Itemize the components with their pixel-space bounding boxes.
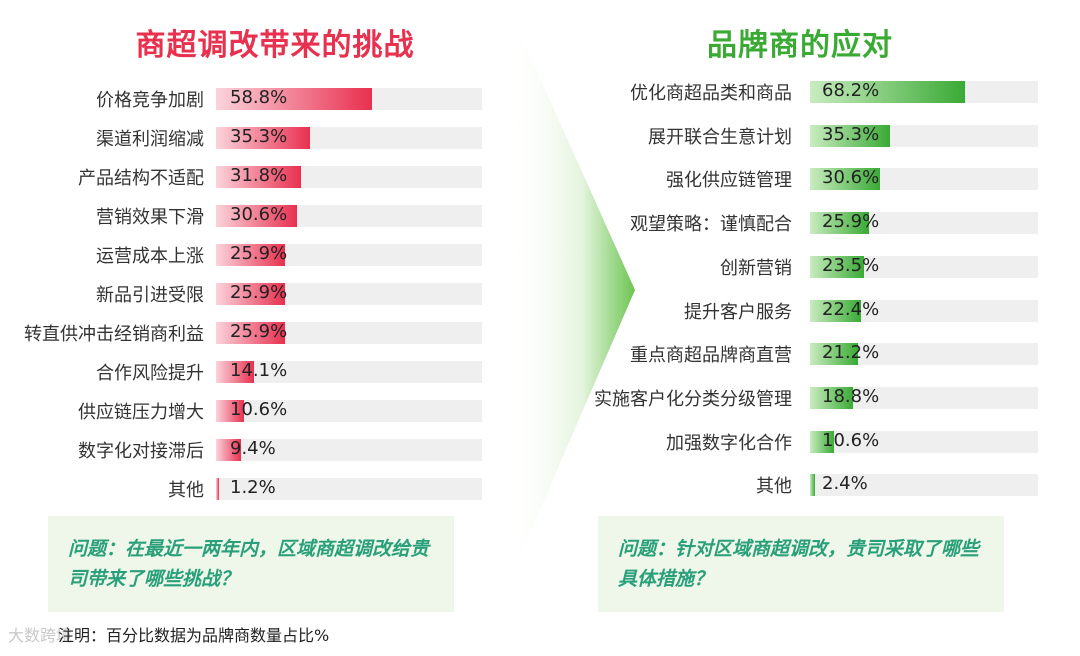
category-label: 观望策略：谨慎配合	[630, 214, 792, 236]
bar	[216, 400, 245, 422]
bar	[216, 166, 301, 188]
bar-track	[216, 439, 482, 461]
bar	[216, 478, 220, 500]
category-label: 数字化对接滞后	[78, 441, 204, 462]
value-label: 21.2%	[822, 342, 880, 364]
value-label: 2.4%	[822, 473, 868, 495]
challenges-chart-title: 商超调改带来的挑战	[135, 28, 415, 63]
bar	[810, 430, 835, 453]
value-label: 35.3%	[822, 123, 880, 145]
value-label: 25.9%	[822, 211, 880, 233]
bar-track	[810, 255, 1038, 278]
bar	[810, 386, 853, 409]
bar	[216, 88, 373, 110]
bar	[810, 168, 880, 191]
value-label: 9.4%	[230, 438, 276, 459]
bar	[810, 343, 859, 366]
category-label: 合作风险提升	[96, 363, 204, 384]
bar-track	[810, 343, 1038, 366]
value-label: 18.8%	[822, 385, 880, 407]
category-label: 创新营销	[720, 257, 792, 279]
category-label: 实施客户化分类分级管理	[594, 388, 792, 410]
bar	[216, 361, 254, 383]
bar-track	[810, 386, 1038, 409]
value-label: 68.2%	[822, 80, 880, 101]
value-label: 1.2%	[230, 477, 276, 498]
bar	[810, 299, 862, 322]
category-label: 重点商超品牌商直营	[630, 345, 792, 367]
bar	[810, 81, 966, 103]
value-label: 10.6%	[822, 429, 880, 451]
watermark-logo: 大数跨境	[8, 626, 73, 645]
bar	[216, 322, 285, 344]
category-label: 运营成本上涨	[96, 246, 204, 267]
category-label: 强化供应链管理	[666, 170, 792, 192]
category-label: 转直供冲击经销商利益	[24, 324, 204, 345]
bar	[810, 212, 870, 235]
value-label: 25.9%	[230, 321, 288, 342]
value-label: 25.9%	[230, 243, 288, 264]
bar	[810, 255, 864, 278]
category-label: 加强数字化合作	[666, 432, 792, 454]
category-label: 产品结构不适配	[78, 168, 204, 189]
category-label: 展开联合生意计划	[648, 126, 792, 148]
value-label: 22.4%	[822, 298, 880, 320]
bar-track	[810, 430, 1038, 453]
category-label: 优化商超品类和商品	[630, 83, 792, 104]
bar	[216, 439, 241, 461]
footnote: 注明：百分比数据为品牌商数量占比%	[58, 626, 330, 645]
category-label: 营销效果下滑	[96, 207, 204, 228]
value-label: 31.8%	[230, 165, 288, 186]
bar-track	[810, 474, 1038, 497]
bar-track	[810, 299, 1038, 322]
category-label: 其他	[756, 476, 792, 498]
category-label: 价格竞争加剧	[96, 90, 204, 111]
category-label: 供应链压力增大	[78, 402, 204, 423]
bar	[810, 474, 816, 497]
value-label: 23.5%	[822, 254, 880, 276]
bar	[216, 283, 285, 305]
responses-question-box: 问题：针对区域商超调改，贵司采取了哪些具体措施？	[598, 516, 1004, 612]
category-label: 提升客户服务	[684, 301, 792, 323]
bar	[216, 127, 310, 149]
bar-track	[216, 478, 482, 500]
bar-track	[216, 400, 482, 422]
bar	[216, 205, 298, 227]
category-label: 其他	[168, 480, 204, 501]
bar-track	[216, 361, 482, 383]
bar	[216, 244, 285, 266]
value-label: 25.9%	[230, 282, 288, 303]
value-label: 58.8%	[230, 87, 288, 108]
value-label: 30.6%	[822, 167, 880, 189]
responses-chart-title: 品牌商的应对	[707, 28, 893, 63]
category-label: 新品引进受限	[96, 285, 204, 306]
value-label: 35.3%	[230, 126, 288, 147]
value-label: 10.6%	[230, 399, 288, 420]
category-label: 渠道利润缩减	[96, 129, 204, 150]
bar	[810, 124, 891, 147]
challenges-question-box: 问题：在最近一两年内，区域商超调改给贵司带来了哪些挑战？	[48, 516, 454, 612]
value-label: 14.1%	[230, 360, 288, 381]
value-label: 30.6%	[230, 204, 288, 225]
